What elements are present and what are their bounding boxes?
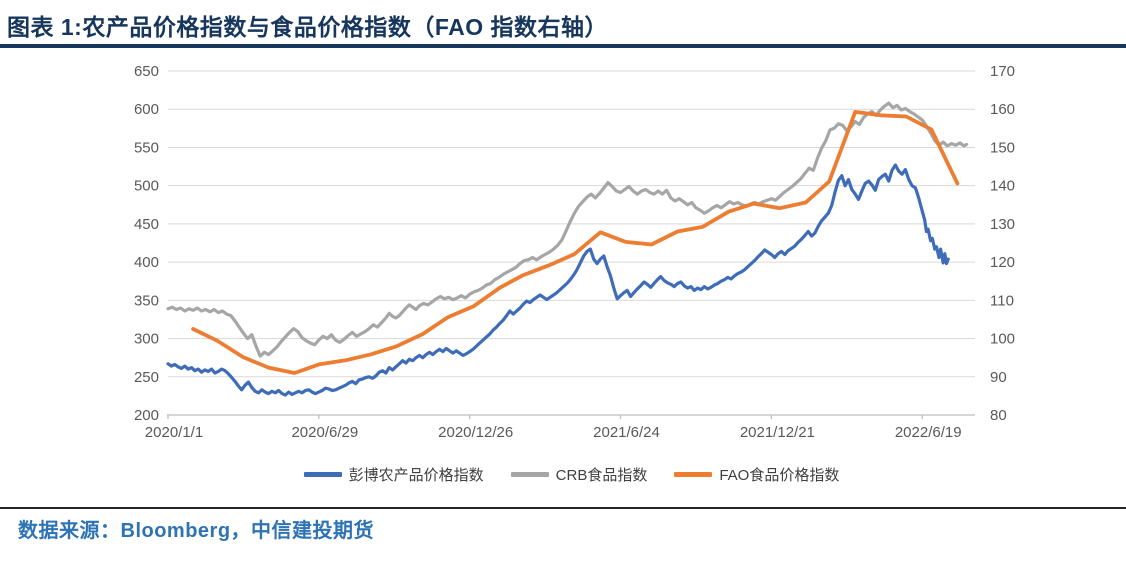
left-axis-tick-label: 300 (134, 331, 159, 348)
left-axis-labels-group: 650 600 550 500 450 400 350 300 250 200 (134, 63, 159, 424)
legend-line-marker-orange (674, 471, 713, 477)
legend-line-marker-blue (303, 471, 342, 477)
x-axis-labels-group: 2020/1/1 2020/6/29 2020/12/26 2021/6/24 2021… (145, 424, 962, 441)
right-axis-tick-label: 110 (990, 292, 1014, 309)
right-axis-tick-label: 100 (990, 331, 1015, 348)
left-axis-tick-label: 350 (134, 292, 159, 309)
price-index-chart: 650 600 550 500 450 400 350 300 250 200 170 160 150… (134, 63, 1015, 441)
left-axis-tick-label: 650 (134, 63, 159, 80)
series-line-bloomberg-agri-index (166, 163, 950, 397)
right-axis-tick-label: 90 (990, 369, 1007, 386)
x-axis-tick-label: 2022/6/19 (895, 424, 962, 441)
chart-legend: 彭博农产品价格指数 CRB食品指数 FAO食品价格指数 (168, 461, 975, 487)
left-axis-tick-label: 250 (134, 369, 159, 386)
x-axis-tick-label: 2020/6/29 (291, 424, 358, 441)
legend-label: CRB食品指数 (555, 466, 648, 484)
left-axis-tick-label: 200 (134, 407, 159, 424)
series-lines-group (166, 101, 969, 397)
right-axis-tick-label: 80 (990, 407, 1007, 424)
title-underline (0, 44, 1126, 48)
series-line-fao-food-price-index (191, 110, 960, 375)
x-axis-tick-label: 2020/12/26 (438, 424, 513, 441)
legend-line-marker-gray (510, 471, 549, 477)
left-axis-tick-label: 600 (134, 101, 159, 118)
series-line-crb-food-index (166, 101, 969, 358)
right-axis-tick-label: 170 (990, 63, 1015, 80)
left-axis-tick-label: 550 (134, 139, 159, 156)
right-axis-labels-group: 170 160 150 140 130 120 110 100 90 80 (990, 63, 1015, 424)
left-axis-tick-label: 500 (134, 178, 159, 195)
chart-area: 650 600 550 500 450 400 350 300 250 200 170 160 150… (0, 55, 1126, 460)
x-axis-tick-label: 2021/6/24 (593, 424, 660, 441)
legend-label: FAO食品价格指数 (719, 466, 840, 484)
right-axis-tick-label: 160 (990, 101, 1015, 118)
data-source-note: 数据来源：Bloomberg，中信建投期货 (18, 520, 375, 542)
left-axis-tick-label: 400 (134, 254, 159, 271)
bottom-divider (0, 507, 1126, 509)
legend-item-bloomberg-agri-index: 彭博农产品价格指数 (303, 464, 484, 485)
right-axis-tick-label: 140 (990, 178, 1015, 195)
right-axis-tick-label: 150 (990, 139, 1015, 156)
left-axis-tick-label: 450 (134, 216, 159, 233)
x-axis-group (167, 414, 975, 419)
x-axis-tick-label: 2021/12/21 (740, 424, 815, 441)
x-axis-tick-label: 2020/1/1 (145, 424, 203, 441)
legend-item-fao-food-price-index: FAO食品价格指数 (674, 464, 839, 485)
right-axis-tick-label: 130 (990, 216, 1015, 233)
legend-item-crb-food-index: CRB食品指数 (510, 464, 648, 485)
right-axis-tick-label: 120 (990, 254, 1015, 271)
legend-label: 彭博农产品价格指数 (348, 466, 484, 484)
figure-title: 图表 1:农产品价格指数与食品价格指数（FAO 指数右轴） (7, 14, 609, 40)
